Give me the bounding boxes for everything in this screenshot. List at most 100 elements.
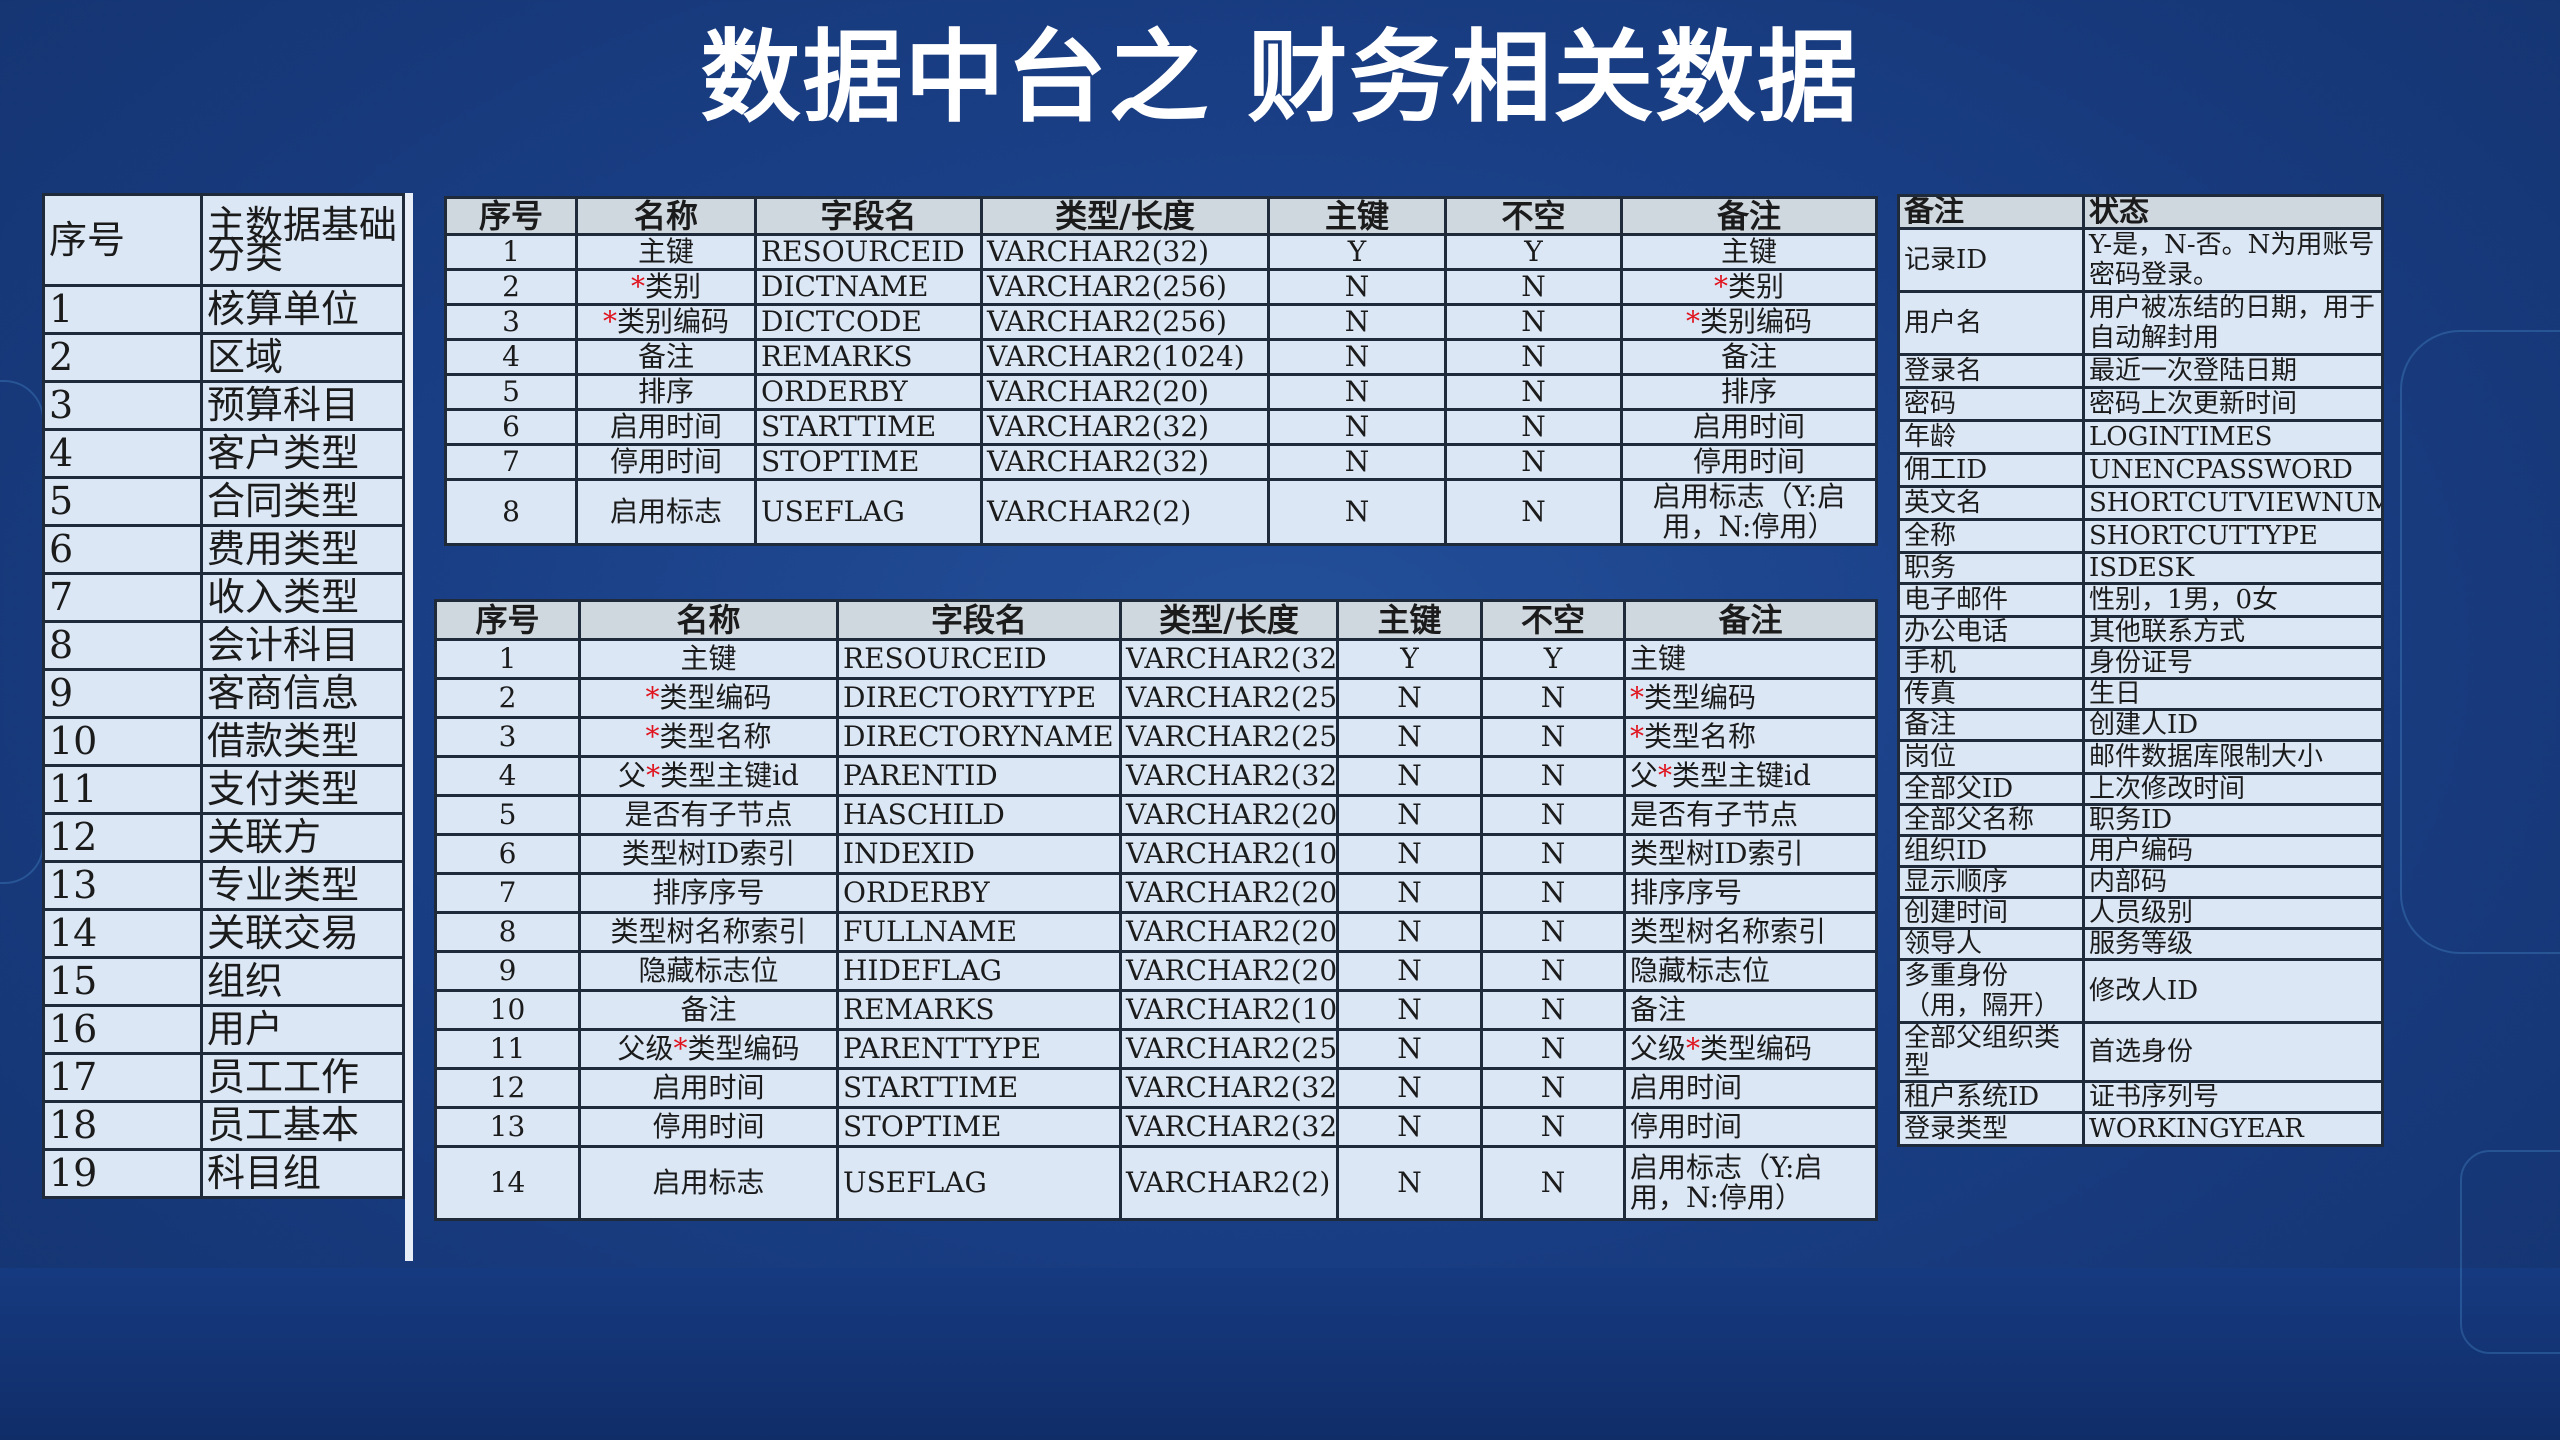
table-row: 7 停用时间 STOPTIME VARCHAR2(32) N N 停用时间: [444, 443, 1878, 481]
required-mark: *: [1686, 1032, 1701, 1066]
header-cell: 类型/长度: [980, 196, 1270, 236]
row-number: 8: [434, 911, 581, 953]
table-row: 5 排序 ORDERBY VARCHAR2(20) N N 排序: [444, 373, 1878, 411]
field-name: 停用时间: [578, 1106, 839, 1148]
primary-key: N: [1267, 443, 1447, 481]
cell: 性别，1男，0女: [2082, 582, 2384, 618]
table-row: 13 专业类型: [42, 860, 405, 911]
table-row: 10 借款类型: [42, 716, 405, 767]
decorative-line: [2460, 1150, 2560, 1354]
table-row: 3 预算科目: [42, 380, 405, 431]
primary-key: N: [1267, 373, 1447, 411]
cell: 12: [42, 812, 203, 863]
header-cell: 主键: [1336, 599, 1483, 641]
primary-key: N: [1336, 989, 1483, 1031]
field-name: *类别: [575, 268, 757, 306]
remark-text: 是否有子节点: [1630, 798, 1799, 832]
left-category-table: 序号 主数据基础分类 1 核算单位 2 区域 3 预算科目 4 客户类型 5 合同类型 6 费用类型 7…: [42, 193, 405, 1199]
required-mark: *: [1658, 759, 1673, 793]
table-row: 14 启用标志 USEFLAG VARCHAR2(2) N N 启用标志（Y:启用，N:停用…: [434, 1145, 1878, 1221]
column-name: HIDEFLAG: [836, 950, 1122, 992]
table-row: 4 客户类型: [42, 428, 405, 479]
table-row: 佣工ID UNENCPASSWORD: [1897, 452, 2384, 488]
remark: 启用标志（Y:启用，N:停用）: [1620, 478, 1878, 546]
name-prefix: 父: [618, 759, 647, 793]
required-mark: *: [1685, 305, 1700, 338]
remark-text: 停用时间: [1692, 445, 1805, 478]
header-cell: 备注: [1620, 196, 1878, 236]
cell: 年龄: [1897, 419, 2085, 455]
table-row: 15 组织: [42, 956, 405, 1007]
primary-key: Y: [1336, 638, 1483, 680]
data-type: VARCHAR2(20): [1119, 872, 1339, 914]
cell: 手机: [1897, 646, 2085, 680]
table-row: 全部父名称 职务ID: [1897, 803, 2384, 837]
cell: 预算科目: [200, 380, 405, 431]
header-cell: 不空: [1480, 599, 1626, 641]
column-name: INDEXID: [836, 833, 1122, 875]
remark: *类型编码: [1623, 677, 1878, 719]
row-number: 5: [434, 794, 581, 836]
field-name: 启用标志: [575, 478, 757, 546]
cell: 其他联系方式: [2082, 615, 2384, 649]
not-null: N: [1480, 1145, 1626, 1221]
table-row: 16 用户: [42, 1004, 405, 1055]
remark: 备注: [1623, 989, 1878, 1031]
column-name: STOPTIME: [836, 1106, 1122, 1148]
cell: 6: [42, 524, 203, 575]
not-null: N: [1480, 1028, 1626, 1070]
primary-key: N: [1336, 755, 1483, 797]
field-name: 停用时间: [575, 443, 757, 481]
cell: 16: [42, 1004, 203, 1055]
table-row: 4 父*类型主键id PARENTID VARCHAR2(32) N N 父*类型主键id: [434, 755, 1878, 797]
column-name: REMARKS: [754, 338, 983, 376]
name-text: 类型编码: [659, 681, 772, 715]
data-type: VARCHAR2(256): [980, 303, 1270, 341]
table-row: 租户系统ID 证书序列号: [1897, 1080, 2384, 1114]
not-null: N: [1480, 1067, 1626, 1109]
row-number: 4: [434, 755, 581, 797]
name-text: 备注: [637, 340, 694, 373]
remark: 主键: [1620, 233, 1878, 271]
cell: 首选身份: [2082, 1021, 2384, 1083]
remark-text: 启用标志（Y:启用，N:停用）: [1630, 1151, 1823, 1214]
cell: 支付类型: [200, 764, 405, 815]
field-name: 启用时间: [575, 408, 757, 446]
cell: 身份证号: [2082, 646, 2384, 680]
cell: 10: [42, 716, 203, 767]
table-row: 组织ID 用户编码: [1897, 834, 2384, 868]
cell: 职务ID: [2082, 803, 2384, 837]
cell: 领导人: [1897, 927, 2085, 961]
cell: 收入类型: [200, 572, 405, 623]
remark-text: 备注: [1720, 340, 1777, 373]
remark-text: 类型编码: [1700, 1032, 1813, 1066]
header-cell: 字段名: [754, 196, 983, 236]
remark: *类别编码: [1620, 303, 1878, 341]
row-number: 1: [434, 638, 581, 680]
cell: 创建时间: [1897, 896, 2085, 930]
cell: 记录ID: [1897, 227, 2085, 293]
field-name: 启用标志: [578, 1145, 839, 1221]
cell: 全称: [1897, 518, 2085, 554]
not-null: N: [1444, 303, 1623, 341]
primary-key: N: [1336, 833, 1483, 875]
remark: *类别: [1620, 268, 1878, 306]
data-type: VARCHAR2(32): [980, 408, 1270, 446]
remark: 隐藏标志位: [1623, 950, 1878, 992]
dictionary-field-table: 序号 名称 字段名 类型/长度 主键 不空 备注 1 主键 RESOURCEID VARCHAR2…: [444, 196, 1878, 546]
column-name: REMARKS: [836, 989, 1122, 1031]
not-null: N: [1444, 443, 1623, 481]
remark: 启用时间: [1623, 1067, 1878, 1109]
header-cell: 状态: [2082, 194, 2384, 230]
header-cell: 主键: [1267, 196, 1447, 236]
remark: 父*类型主键id: [1623, 755, 1878, 797]
cell: 区域: [200, 332, 405, 383]
column-name: PARENTTYPE: [836, 1028, 1122, 1070]
table-row: 5 是否有子节点 HASCHILD VARCHAR2(20) N N 是否有子节点: [434, 794, 1878, 836]
remark-text: 停用时间: [1630, 1110, 1743, 1144]
remark-text: 备注: [1630, 993, 1687, 1027]
cell: 生日: [2082, 677, 2384, 711]
data-type: VARCHAR2(32): [1119, 1106, 1339, 1148]
cell: LOGINTIMES: [2082, 419, 2384, 455]
cell: 15: [42, 956, 203, 1007]
